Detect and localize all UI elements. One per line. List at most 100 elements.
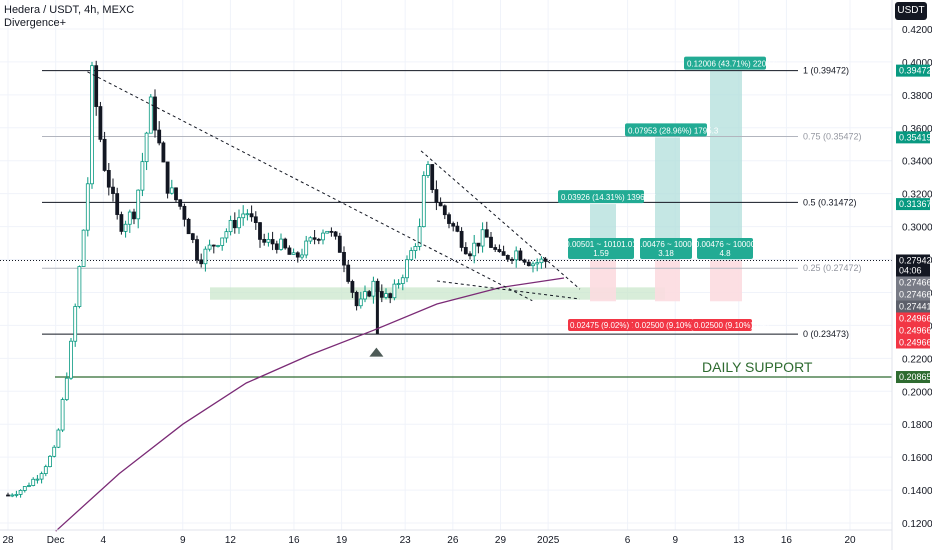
candle-body: [526, 261, 531, 267]
currency-badge[interactable]: USDT: [895, 2, 927, 20]
moving-average-line: [55, 277, 565, 532]
price-axis-tag-label: 0.24966: [899, 337, 932, 347]
candle-body: [308, 237, 313, 242]
candle-body: [489, 236, 493, 248]
price-axis-tag: [896, 198, 930, 211]
price-axis-tag: [896, 288, 930, 301]
time-tick-label: 9: [180, 535, 186, 546]
candle-body: [14, 494, 19, 496]
candle-body: [182, 205, 187, 220]
candle-body: [497, 249, 502, 253]
price-axis-tag-label: 0.27441: [899, 301, 932, 311]
position-stop-label-bg: [633, 319, 693, 331]
position-entry-ratio: 4.8: [719, 249, 731, 258]
candle-body: [484, 229, 489, 238]
candle-body: [157, 129, 162, 144]
position-entry-label-bg: [640, 238, 692, 259]
time-axis[interactable]: 28 Dec 4 9 12 16 19 23 26 29 2025 6 9 13 16 20: [0, 529, 892, 546]
time-tick-label: 28: [2, 535, 14, 546]
chart-title: Hedera / USDT, 4h, MEXC: [4, 4, 135, 16]
candle-body: [85, 183, 90, 231]
candle-body: [371, 280, 376, 297]
candle-body: [48, 455, 52, 468]
position-entry-label-bg: [697, 238, 753, 259]
candle-body: [178, 199, 183, 207]
price-axis-tag: [896, 312, 930, 325]
position-entry-label: 0.00501 ~ 10101.01: [565, 240, 637, 249]
candle-body: [232, 219, 237, 229]
candle-body: [413, 246, 418, 251]
position-target-label-bg: [625, 123, 707, 137]
candle-body: [18, 490, 23, 495]
time-tick-label: 20: [844, 535, 856, 546]
divergence-marker: [369, 347, 384, 357]
candle-body: [136, 189, 141, 220]
candle-body: [77, 266, 82, 307]
time-tick-label: 13: [733, 535, 745, 546]
indicator-name[interactable]: Divergence+: [4, 17, 67, 29]
candle-body: [169, 187, 174, 194]
candle-body: [522, 259, 527, 263]
time-tick-label: 29: [495, 535, 507, 546]
price-axis-tag: [896, 254, 930, 277]
time-tick-label: 9: [672, 535, 678, 546]
time-tick-label: 23: [400, 535, 412, 546]
candle-body: [6, 494, 10, 497]
fib-level-label: 0.25 (0.27472): [803, 263, 862, 273]
candle-body: [451, 223, 456, 227]
candle-body: [241, 213, 246, 219]
candle-body: [228, 219, 233, 233]
fib-level-label: 0.5 (0.31472): [803, 197, 857, 207]
price-axis-tag-label: 0.27466: [899, 289, 932, 299]
price-axis-tag: [896, 300, 930, 313]
candle-body: [392, 283, 397, 299]
position-stop-zone: [710, 260, 742, 302]
candle-body: [258, 222, 262, 240]
position-target-label: 0.03926 (14.31%) 1396.57: [561, 193, 656, 202]
candle-body: [316, 238, 321, 241]
position-stop-label: 0.02475 (9.02%) 750: [570, 321, 645, 330]
candlestick-series: [6, 60, 548, 498]
price-axis-tag-label: 0.27466: [899, 277, 932, 287]
candle-body: [90, 65, 94, 185]
candle-body: [39, 473, 44, 480]
candle-body: [123, 223, 128, 232]
candle-body: [127, 211, 132, 225]
candle-body: [459, 230, 464, 248]
candle-body: [111, 186, 115, 194]
candle-body: [518, 250, 523, 261]
trend-line: [87, 71, 533, 302]
candle-body: [73, 306, 78, 342]
candle-body: [295, 252, 300, 258]
time-tick-label: 16: [781, 535, 793, 546]
time-tick-label: 12: [225, 535, 237, 546]
position-entry-label: 0.00476 ~ 10000: [695, 240, 756, 249]
price-axis-tag: [896, 336, 930, 349]
candle-body: [56, 429, 61, 448]
candle-body: [438, 202, 443, 207]
price-axis-tag: [896, 64, 930, 77]
candle-body: [270, 239, 275, 245]
candle-body: [430, 164, 435, 190]
candle-body: [346, 264, 351, 282]
candle-body: [199, 259, 204, 265]
candle-body: [31, 478, 36, 486]
chart-zones: [210, 70, 742, 302]
candle-body: [358, 298, 363, 307]
position-entry-ratio: 3.18: [658, 249, 674, 258]
price-axis-tag-label: 0.35419: [899, 132, 932, 142]
candle-body: [531, 263, 535, 267]
candle-body: [379, 291, 384, 298]
price-axis-tag: [896, 276, 930, 289]
fib-level-label: 0 (0.23473): [803, 329, 849, 339]
trend-lines: [87, 71, 581, 302]
candle-body: [417, 226, 422, 247]
fib-level-label: 0.75 (0.35472): [803, 131, 862, 141]
candle-body: [426, 164, 430, 176]
